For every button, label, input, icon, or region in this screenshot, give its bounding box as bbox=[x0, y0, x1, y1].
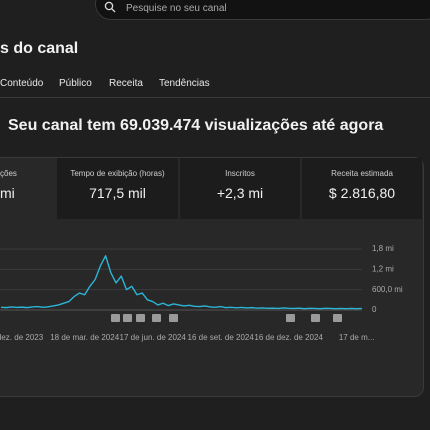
event-icon[interactable] bbox=[169, 314, 178, 322]
metric-value: +2,3 mi bbox=[216, 185, 264, 201]
event-icon[interactable] bbox=[333, 314, 342, 322]
event-icon[interactable] bbox=[136, 314, 145, 322]
event-icon[interactable] bbox=[123, 314, 132, 322]
x-tick-label: 16 de dez. de 2024 bbox=[254, 333, 323, 342]
y-tick-label: 1,8 mi bbox=[372, 244, 394, 253]
event-icon[interactable] bbox=[152, 314, 161, 322]
search-icon bbox=[104, 1, 116, 13]
metric-value: 717,5 mil bbox=[89, 185, 146, 201]
search-box[interactable] bbox=[95, 0, 430, 20]
metric-label: Receita estimada bbox=[331, 169, 393, 178]
metric-tile[interactable]: ções mi bbox=[0, 158, 55, 219]
x-tick-label: 17 de m... bbox=[339, 333, 375, 342]
headline: Seu canal tem 69.039.474 visualizações a… bbox=[8, 117, 384, 134]
divider bbox=[0, 97, 430, 98]
tab[interactable]: Público bbox=[59, 78, 92, 89]
tab[interactable]: Receita bbox=[109, 78, 143, 89]
x-tick-label: 16 de set. de 2024 bbox=[188, 333, 255, 342]
y-tick-label: 0 bbox=[372, 305, 377, 314]
y-tick-label: 600,0 mi bbox=[372, 285, 403, 294]
line-series bbox=[0, 255, 362, 310]
metric-tile[interactable]: Receita estimada $ 2.816,80 bbox=[302, 158, 422, 219]
tab[interactable]: Tendências bbox=[159, 78, 210, 89]
metric-value: $ 2.816,80 bbox=[328, 185, 396, 201]
metric-value: mi bbox=[0, 185, 15, 201]
x-tick-label: e dez. de 2023 bbox=[0, 333, 44, 342]
event-icon[interactable] bbox=[111, 314, 120, 322]
page-title: s do canal bbox=[0, 40, 79, 57]
x-tick-label: 18 de mar. de 2024 bbox=[50, 333, 119, 342]
x-tick-label: 17 de jun. de 2024 bbox=[120, 333, 187, 342]
tab[interactable]: Conteúdo bbox=[0, 78, 44, 89]
metric-tile[interactable]: Tempo de exibição (horas) 717,5 mil bbox=[57, 158, 178, 219]
metric-tile[interactable]: Inscritos +2,3 mi bbox=[180, 158, 300, 219]
metric-label: Tempo de exibição (horas) bbox=[70, 169, 165, 178]
event-icon[interactable] bbox=[286, 314, 295, 322]
y-tick-label: 1,2 mi bbox=[372, 264, 394, 273]
event-icon[interactable] bbox=[311, 314, 320, 322]
search-placeholder: Pesquise no seu canal bbox=[126, 3, 227, 14]
metric-label: ções bbox=[0, 169, 17, 178]
metric-label: Inscritos bbox=[225, 169, 255, 178]
